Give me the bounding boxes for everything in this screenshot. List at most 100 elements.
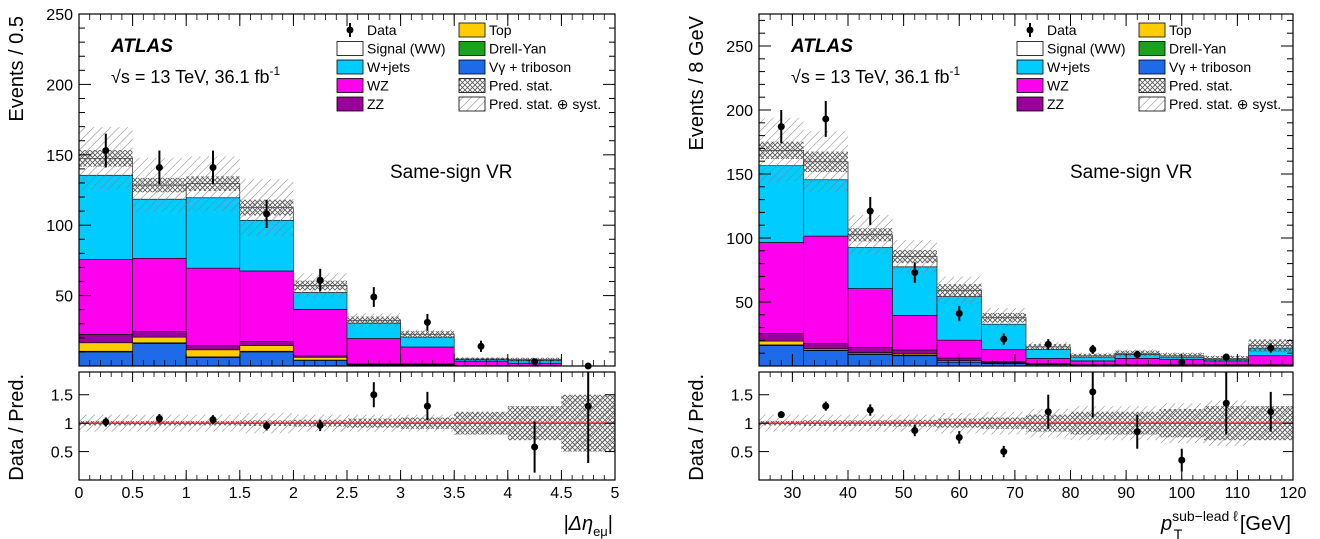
stack-bar [239, 345, 294, 352]
legend-label: WZ [367, 78, 389, 94]
legend-data-marker [1026, 26, 1034, 34]
region-label: Same-sign VR [390, 162, 513, 183]
data-point [477, 342, 485, 350]
legend-item: Pred. stat. ⊕ syst. [1138, 96, 1281, 112]
legend-swatch [1138, 96, 1166, 112]
region-label: Same-sign VR [1070, 162, 1193, 183]
stat-band [937, 284, 982, 297]
data-point [263, 210, 271, 218]
legend-label: Pred. stat. ⊕ syst. [1169, 96, 1281, 112]
stat-band [454, 357, 508, 361]
ratio-point [423, 402, 431, 410]
legend-label: WZ [1047, 78, 1069, 94]
legend-label: Vγ + triboson [1169, 59, 1251, 75]
legend-swatch [458, 78, 486, 93]
x-tick-label: 120 [1280, 485, 1307, 502]
ratio-y-tick-label: 1 [64, 416, 73, 433]
ratio-y-axis-title: Data / Pred. [686, 374, 708, 481]
x-tick-label: 3 [396, 485, 405, 502]
stack-bar [132, 336, 187, 344]
y-tick-label: 200 [46, 77, 73, 94]
legend-label: ZZ [1047, 96, 1065, 112]
stack-bar [400, 346, 455, 365]
ratio-point [1044, 408, 1052, 416]
data-point [866, 207, 874, 215]
stat-band [803, 151, 848, 173]
data-point [955, 310, 963, 318]
y-tick-label: 150 [46, 148, 73, 165]
x-tick-label: 5 [611, 485, 620, 502]
legend-swatch [336, 96, 364, 112]
x-axis: 30 40 50 60 70 80 90 100 110 120 [769, 14, 1307, 502]
data-point [822, 115, 830, 123]
x-axis-title-sup: sub−lead ℓ [1172, 508, 1238, 524]
x-tick-label: 4 [503, 485, 512, 502]
x-tick-label: 1 [182, 485, 191, 502]
stack-bar [892, 349, 938, 355]
stack-bar [185, 357, 241, 367]
stat-band [892, 249, 937, 264]
stack-bar [78, 334, 133, 344]
stat-band [1070, 353, 1115, 358]
legend-item: WZ [336, 78, 389, 94]
energy-label: √s = 13 TeV, 36.1 fb [111, 67, 270, 87]
x-tick-label: 100 [1168, 485, 1195, 502]
data-point [911, 269, 919, 277]
data-points [102, 133, 592, 370]
data-points [777, 101, 1275, 366]
x-axis-title-main: p [1160, 513, 1172, 535]
legend-item: Top [1138, 22, 1192, 38]
stack-bar [185, 267, 241, 346]
uncertainty-bands [79, 127, 562, 362]
y-axis: 50 100 150 200 250 [726, 19, 1293, 354]
legend-item: W+jets [336, 59, 410, 75]
series-wz [78, 257, 562, 366]
legend-swatch [1138, 78, 1166, 93]
ratio-y-tick-label: 0.5 [51, 445, 73, 462]
energy-lumi-label: √s = 13 TeV, 36.1 fb-1 [791, 64, 961, 87]
data-point [777, 123, 785, 131]
y-tick-label: 250 [726, 39, 753, 56]
legend-label: Drell-Yan [1169, 41, 1226, 57]
ratio-point [1222, 399, 1230, 407]
stat-band [400, 331, 455, 338]
legend-item: Vγ + triboson [458, 59, 571, 75]
ratio-point [1089, 388, 1097, 396]
legend-swatch [458, 96, 486, 112]
experiment-label: ATLAS [790, 36, 853, 57]
legend-item: Signal (WW) [336, 41, 446, 57]
legend-item: ZZ [336, 96, 385, 112]
legend-item: Vγ + triboson [1138, 59, 1251, 75]
stack-bar [758, 333, 804, 342]
data-point [155, 163, 163, 171]
y-tick-label: 200 [726, 103, 753, 120]
legend-swatch [458, 41, 486, 56]
x-axis-title: psub−lead ℓ T [GeV] [1160, 508, 1291, 539]
legend-label: Pred. stat. ⊕ syst. [489, 96, 601, 112]
ratio-point [1000, 448, 1008, 456]
left-chart: 50 100 150 200 250 0 0.5 1 1.5 2 2.5 3 3.5 4 4.5 5 Event… [6, 7, 620, 539]
y-tick-label: 250 [46, 7, 73, 24]
data-point [1089, 345, 1097, 353]
ratio-frame [78, 371, 616, 481]
stack-bar [803, 235, 849, 344]
legend-item: Pred. stat. [458, 78, 553, 94]
ratio-point [1133, 428, 1141, 436]
ratio-point [370, 391, 378, 399]
legend-item: WZ [1016, 78, 1069, 94]
experiment-label: ATLAS [110, 36, 173, 57]
data-point [1222, 353, 1230, 361]
stat-band [848, 228, 893, 242]
ratio-point [955, 433, 963, 441]
data-point [1000, 335, 1008, 343]
right-chart: 50 100 150 200 250 30 40 50 60 70 80 90 100 110 120 Eve… [686, 13, 1307, 539]
ratio-point [584, 402, 592, 410]
legend-label: Drell-Yan [489, 41, 546, 57]
data-point [1044, 340, 1052, 348]
x-tick-label: 3.5 [443, 485, 465, 502]
x-tick-label: 40 [839, 485, 857, 502]
y-axis-title: Events / 0.5 [6, 16, 28, 122]
ratio-point [316, 421, 324, 429]
y-tick-label: 50 [735, 295, 753, 312]
stack-bar [847, 288, 893, 348]
